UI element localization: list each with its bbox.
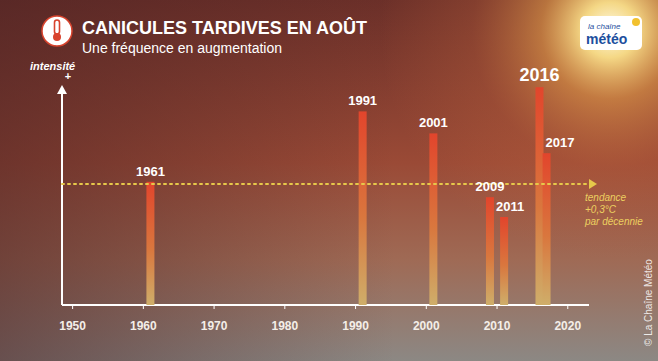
bar	[429, 133, 437, 305]
y-axis-label: +	[65, 70, 71, 82]
x-tick	[355, 305, 356, 309]
marks	[146, 87, 550, 305]
background-shade	[0, 0, 658, 361]
bar-label: 2011	[496, 199, 524, 214]
chart-svg: CANICULES TARDIVES EN AOÛT Une fréquence …	[0, 0, 658, 361]
bar-label: 1961	[136, 164, 165, 179]
x-tick	[497, 305, 498, 309]
x-tick-label: 1950	[59, 319, 86, 333]
bar	[146, 182, 154, 305]
bar-label: 2009	[476, 179, 505, 194]
y-axis-arrow	[57, 85, 67, 94]
sun-glow	[0, 0, 658, 361]
chart-root: CANICULES TARDIVES EN AOÛT Une fréquence …	[0, 0, 658, 361]
x-tick-label: 1970	[201, 319, 228, 333]
icon-bulb	[53, 33, 61, 41]
logo-box	[580, 16, 642, 50]
subtitle: Une fréquence en augmentation	[82, 40, 282, 56]
y-axis	[61, 93, 63, 305]
logo-sun	[632, 18, 640, 26]
x-tick-label: 2020	[554, 319, 581, 333]
trend-line	[62, 183, 589, 185]
bar	[486, 197, 494, 305]
bar	[535, 87, 543, 305]
trend-label: par décennie	[584, 216, 643, 227]
x-tick	[143, 305, 144, 309]
x-tick-label: 2010	[484, 319, 511, 333]
bar	[500, 217, 508, 305]
bar	[359, 111, 367, 305]
credit: © La Chaîne Météo	[643, 259, 654, 346]
bar-label: 2017	[545, 135, 574, 150]
trend-label: tendance	[585, 192, 627, 203]
bar	[543, 153, 551, 305]
logo-text: la chaîne	[588, 22, 621, 31]
x-tick	[284, 305, 285, 309]
x-tick-label: 1990	[342, 319, 369, 333]
bar-label: 1991	[348, 93, 377, 108]
icon-circle	[42, 16, 72, 46]
x-tick	[426, 305, 427, 309]
x-tick	[214, 305, 215, 309]
x-tick-label: 2000	[413, 319, 440, 333]
trend-arrow	[589, 179, 597, 189]
x-tick-label: 1960	[130, 319, 157, 333]
icon-thermometer	[55, 20, 60, 34]
background	[0, 0, 658, 361]
bar-label: 2016	[519, 65, 559, 85]
x-axis	[62, 304, 589, 306]
logo-text: météo	[586, 31, 627, 47]
title: CANICULES TARDIVES EN AOÛT	[82, 17, 367, 38]
x-tick	[567, 305, 568, 309]
x-tick-label: 1980	[271, 319, 298, 333]
x-tick	[72, 305, 73, 309]
bar-label: 2001	[419, 115, 448, 130]
trend-label: +0,3°C	[585, 204, 617, 215]
